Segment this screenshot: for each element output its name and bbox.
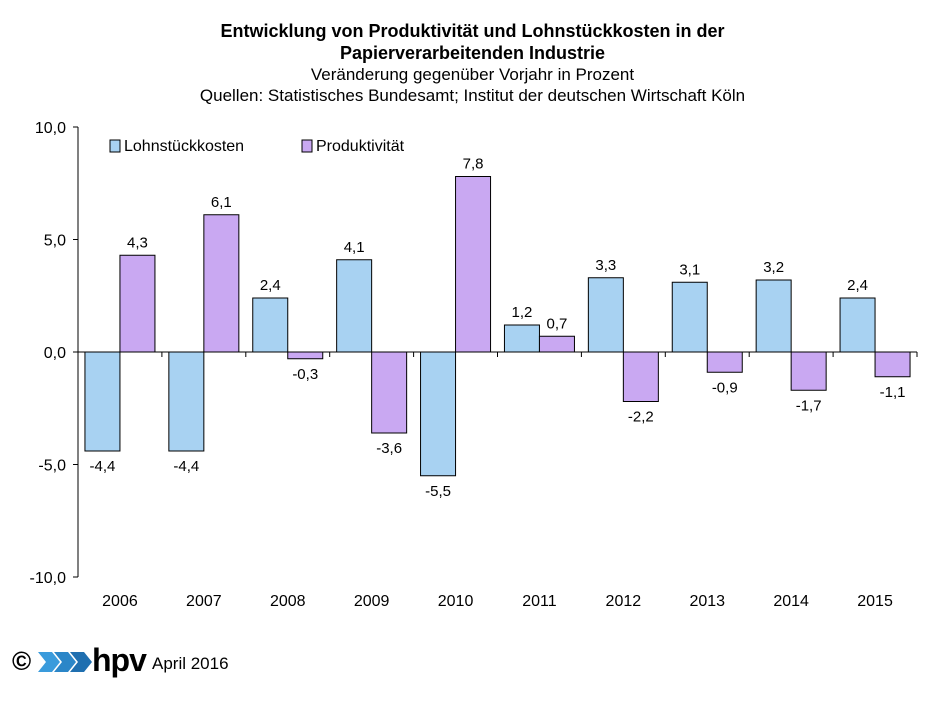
bar-produktivitaet xyxy=(706,351,743,373)
bar-lohnstueckkosten xyxy=(336,259,373,353)
chart-titles: Entwicklung von Produktivität und Lohnst… xyxy=(0,20,925,106)
bar-lohnstueckkosten xyxy=(839,297,876,353)
legend-label: Produktivität xyxy=(316,138,405,155)
data-label: -5,5 xyxy=(425,483,451,500)
data-label: 4,1 xyxy=(344,239,365,256)
copyright-symbol: © xyxy=(12,646,32,676)
x-tick-label: 2011 xyxy=(522,593,557,610)
data-label: -3,6 xyxy=(376,440,402,457)
legend-label: Lohnstückkosten xyxy=(124,138,244,155)
chart-title-line-2: Papierverarbeitenden Industrie xyxy=(339,43,606,63)
bar-lohnstueckkosten xyxy=(168,351,205,452)
bar-lohnstueckkosten xyxy=(503,324,540,353)
data-label: -2,2 xyxy=(628,409,654,426)
data-label: -0,3 xyxy=(292,366,318,383)
x-tick-label: 2008 xyxy=(270,593,306,610)
chart-source: Quellen: Statistisches Bundesamt; Instit… xyxy=(199,86,746,105)
y-tick-label: 0,0 xyxy=(44,345,66,362)
data-label: 7,8 xyxy=(463,156,484,173)
bar-produktivitaet xyxy=(203,214,240,353)
y-tick-label: 10,0 xyxy=(35,120,66,137)
data-label: 2,4 xyxy=(260,277,281,294)
data-label: -0,9 xyxy=(712,379,738,396)
chart-subtitle: Veränderung gegenüber Vorjahr in Prozent xyxy=(310,65,635,84)
y-tick-label: 5,0 xyxy=(44,233,66,250)
bar-lohnstueckkosten xyxy=(755,279,792,353)
bar-produktivitaet xyxy=(119,254,156,353)
bar-produktivitaet xyxy=(371,351,408,434)
bar-lohnstueckkosten xyxy=(671,281,708,353)
data-label: 3,3 xyxy=(595,257,616,274)
data-label: -1,7 xyxy=(796,397,822,414)
bar-produktivitaet xyxy=(874,351,911,378)
data-label: 4,3 xyxy=(127,234,148,251)
x-tick-label: 2015 xyxy=(857,593,893,610)
y-tick-label: -5,0 xyxy=(38,458,66,475)
x-tick-label: 2012 xyxy=(606,593,642,610)
data-label: 3,1 xyxy=(679,261,700,278)
data-label: -1,1 xyxy=(880,384,906,401)
bar-lohnstueckkosten xyxy=(84,351,121,452)
x-tick-label: 2010 xyxy=(438,593,474,610)
bar-produktivitaet xyxy=(538,335,575,353)
hpv-logo-icon xyxy=(38,652,92,672)
data-label: 6,1 xyxy=(211,194,232,211)
bar-produktivitaet xyxy=(790,351,827,391)
bar-produktivitaet xyxy=(287,351,324,360)
data-label: 2,4 xyxy=(847,277,868,294)
bar-produktivitaet xyxy=(622,351,659,402)
y-tick-label: -10,0 xyxy=(30,570,67,587)
x-tick-label: 2006 xyxy=(102,593,138,610)
bar-lohnstueckkosten xyxy=(420,351,457,477)
data-label: 3,2 xyxy=(763,259,784,276)
footer-date: April 2016 xyxy=(152,654,229,673)
bar-lohnstueckkosten xyxy=(252,297,289,353)
bar-lohnstueckkosten xyxy=(587,277,624,353)
x-tick-label: 2009 xyxy=(354,593,390,610)
data-label: 0,7 xyxy=(547,315,568,332)
data-label: -4,4 xyxy=(90,458,116,475)
data-label: 1,2 xyxy=(512,304,533,321)
x-tick-label: 2013 xyxy=(689,593,725,610)
legend-swatch xyxy=(109,139,121,153)
data-label: -4,4 xyxy=(173,458,199,475)
legend-swatch xyxy=(301,139,313,153)
x-tick-label: 2014 xyxy=(773,593,809,610)
hpv-logo-text: hpv xyxy=(92,642,147,678)
chart-title-line-1: Entwicklung von Produktivität und Lohnst… xyxy=(220,21,725,41)
bar-produktivitaet xyxy=(455,176,492,353)
x-tick-label: 2007 xyxy=(186,593,222,610)
